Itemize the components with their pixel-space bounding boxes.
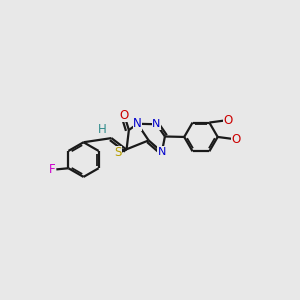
Text: O: O [223,114,232,127]
Text: O: O [232,133,241,146]
Text: N: N [133,117,142,130]
Text: F: F [49,163,56,176]
Text: H: H [98,123,107,136]
Text: N: N [158,147,166,157]
Text: N: N [152,119,161,129]
Text: O: O [120,109,129,122]
Text: S: S [115,146,122,159]
